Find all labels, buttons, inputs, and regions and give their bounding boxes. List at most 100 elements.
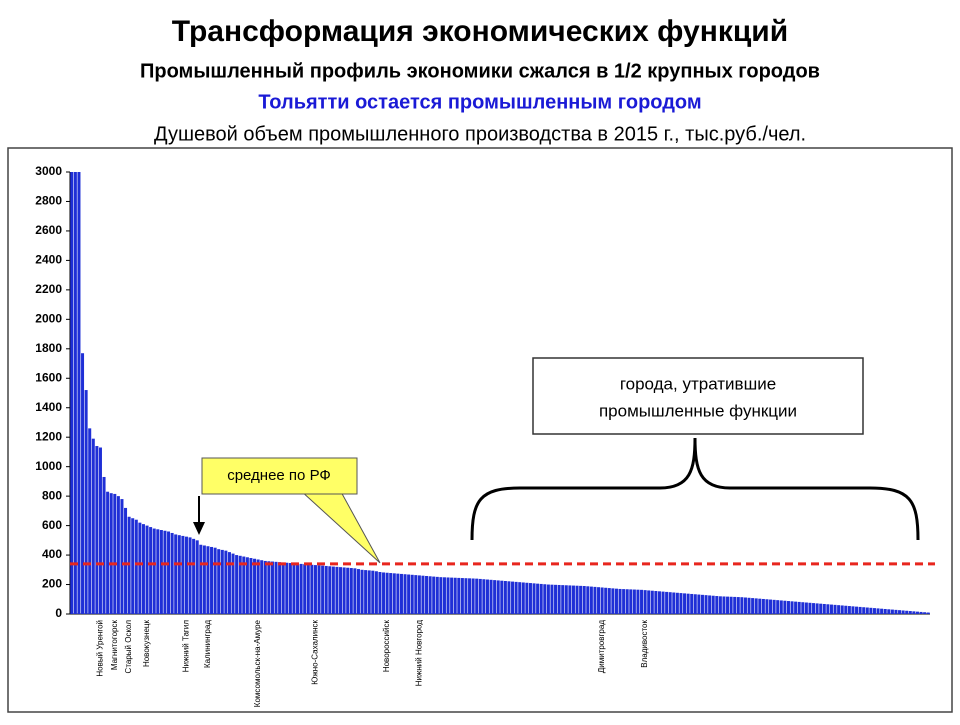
bar: [575, 585, 579, 614]
bar: [722, 596, 726, 614]
y-tick-label: 2400: [35, 253, 62, 267]
bar: [106, 491, 110, 614]
y-tick-label: 800: [42, 488, 62, 502]
bar: [880, 608, 884, 614]
bar: [600, 587, 604, 614]
bar: [528, 583, 532, 614]
bar: [822, 603, 826, 614]
x-tick-label: Димитровград: [597, 620, 606, 673]
bar: [321, 565, 325, 614]
bar: [708, 595, 712, 614]
bar: [159, 530, 163, 614]
bar: [679, 593, 683, 614]
bar: [188, 537, 192, 614]
subtitle: Промышленный профиль экономики сжался в …: [140, 60, 820, 82]
bar: [382, 572, 386, 614]
bar: [299, 563, 303, 614]
bar: [217, 549, 221, 614]
bar: [109, 493, 113, 614]
bar: [285, 562, 289, 614]
x-tick-label: Владивосток: [640, 620, 649, 668]
bar: [826, 604, 830, 614]
bar: [686, 593, 690, 614]
bar: [446, 577, 450, 614]
x-tick-label: Магнитогорск: [110, 620, 119, 671]
bar: [511, 581, 515, 614]
y-tick-label: 1800: [35, 341, 62, 355]
bar: [367, 570, 371, 614]
bar: [296, 563, 300, 614]
bar: [872, 608, 876, 614]
bar: [887, 609, 891, 614]
annotation-text: промышленные функции: [599, 401, 797, 420]
bar: [288, 563, 292, 614]
bar: [392, 573, 396, 614]
bar: [335, 566, 339, 614]
bar: [769, 599, 773, 614]
bar: [493, 580, 497, 614]
x-tick-label: Нижний Тагил: [182, 620, 191, 673]
bar: [672, 592, 676, 614]
bar: [736, 597, 740, 614]
bar: [704, 595, 708, 614]
bar: [790, 601, 794, 614]
y-tick-label: 600: [42, 518, 62, 532]
bar: [647, 590, 651, 614]
bar: [303, 564, 307, 614]
bar: [539, 583, 543, 614]
bar: [643, 590, 647, 614]
bar: [833, 604, 837, 614]
bar: [468, 578, 472, 614]
annotation-text: города, утратившие: [620, 374, 776, 393]
bar: [482, 579, 486, 614]
bar: [840, 605, 844, 614]
bar: [156, 529, 160, 614]
bar: [425, 575, 429, 614]
bar: [743, 597, 747, 614]
bar: [726, 596, 730, 614]
x-tick-label: Старый Оскол: [124, 620, 133, 674]
bar: [665, 591, 669, 614]
y-tick-label: 2800: [35, 194, 62, 208]
bar: [371, 570, 375, 614]
bar: [761, 598, 765, 614]
bar: [95, 446, 99, 614]
bar: [729, 596, 733, 614]
bar: [869, 607, 873, 614]
bar: [170, 532, 174, 614]
bar: [923, 612, 927, 614]
bar: [163, 530, 167, 614]
bar: [650, 590, 654, 614]
bar: [661, 591, 665, 614]
bar: [718, 596, 722, 614]
bar: [281, 562, 285, 614]
bar: [905, 610, 909, 614]
bar: [772, 599, 776, 614]
bar: [464, 578, 468, 614]
bar: [536, 583, 540, 614]
bar: [640, 589, 644, 614]
bar: [184, 536, 188, 614]
bar: [926, 612, 930, 614]
bar: [478, 578, 482, 614]
bar: [733, 596, 737, 614]
bar: [238, 555, 242, 614]
y-tick-label: 2000: [35, 312, 62, 326]
bar: [783, 600, 787, 614]
bar: [779, 600, 783, 614]
bar: [561, 585, 565, 614]
x-tick-label: Южно-Сахалинск: [311, 620, 320, 685]
bar: [220, 549, 224, 614]
bar: [410, 574, 414, 614]
bar: [812, 603, 816, 614]
bar: [901, 610, 905, 614]
bar: [543, 584, 547, 614]
bar: [324, 565, 328, 614]
bar: [804, 602, 808, 614]
bar: [145, 525, 149, 614]
bar: [428, 576, 432, 614]
bar: [81, 353, 85, 614]
bar: [73, 172, 77, 614]
bar: [794, 601, 798, 614]
bar: [231, 553, 235, 614]
